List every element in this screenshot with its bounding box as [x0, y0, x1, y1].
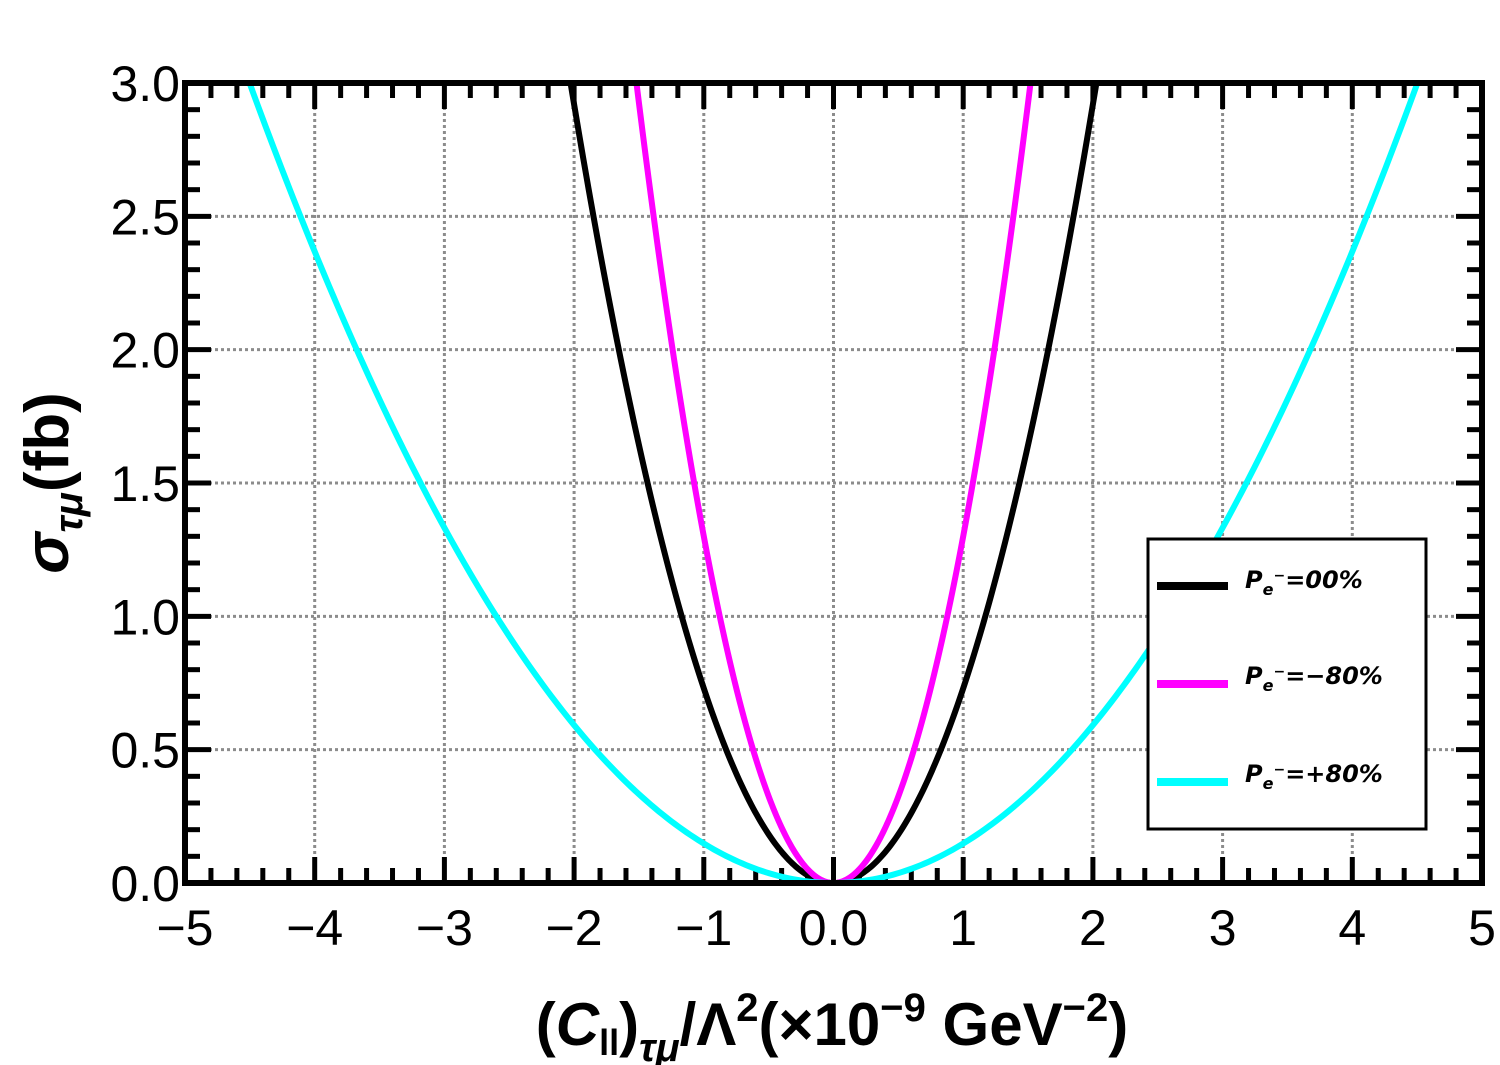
y-tick-label: 2.0	[110, 323, 180, 379]
y-tick-label: 0.5	[110, 723, 180, 779]
y-tick-label: 1.5	[110, 456, 180, 512]
x-tick-label: −3	[416, 900, 473, 956]
curves	[246, 83, 1421, 883]
x-tick-label: 1	[949, 900, 977, 956]
legend-label-1: Pe−=−80%	[1245, 662, 1383, 695]
y-tick-label: 2.5	[110, 189, 180, 245]
plot-frame	[182, 80, 1485, 886]
x-tick-label: −4	[286, 900, 343, 956]
x-tick-label: −2	[546, 900, 603, 956]
x-tick-label: 0.0	[799, 900, 869, 956]
y-tick-labels: 0.0 0.5 1.0 1.5 2.0 2.5 3.0	[110, 56, 180, 912]
x-tick-label: 2	[1079, 900, 1107, 956]
legend: Pe−=00% Pe−=−80% Pe−=+80%	[1146, 537, 1428, 831]
x-tick-labels: −5 −4 −3 −2 −1 0.0 1 2 3 4 5	[156, 900, 1495, 956]
y-axis-title: στμ(fb)	[13, 392, 91, 573]
series-line-0	[567, 83, 1100, 883]
x-tick-label: 3	[1209, 900, 1237, 956]
y-tick-label: 0.0	[110, 856, 180, 912]
x-tick-label: 5	[1468, 900, 1496, 956]
x-axis-title: (Cll)τμ/Λ2(×10−9 GeV−2)	[536, 986, 1128, 1065]
x-tick-label: −5	[156, 900, 213, 956]
x-tick-label: 4	[1338, 900, 1366, 956]
x-tick-label: −1	[675, 900, 732, 956]
y-tick-label: 3.0	[110, 56, 180, 112]
series-line-1	[633, 83, 1034, 883]
series-line-2	[246, 83, 1421, 883]
legend-label-2: Pe−=+80%	[1245, 760, 1383, 793]
legend-label-0: Pe−=00%	[1245, 566, 1363, 599]
y-tick-label: 1.0	[110, 589, 180, 645]
